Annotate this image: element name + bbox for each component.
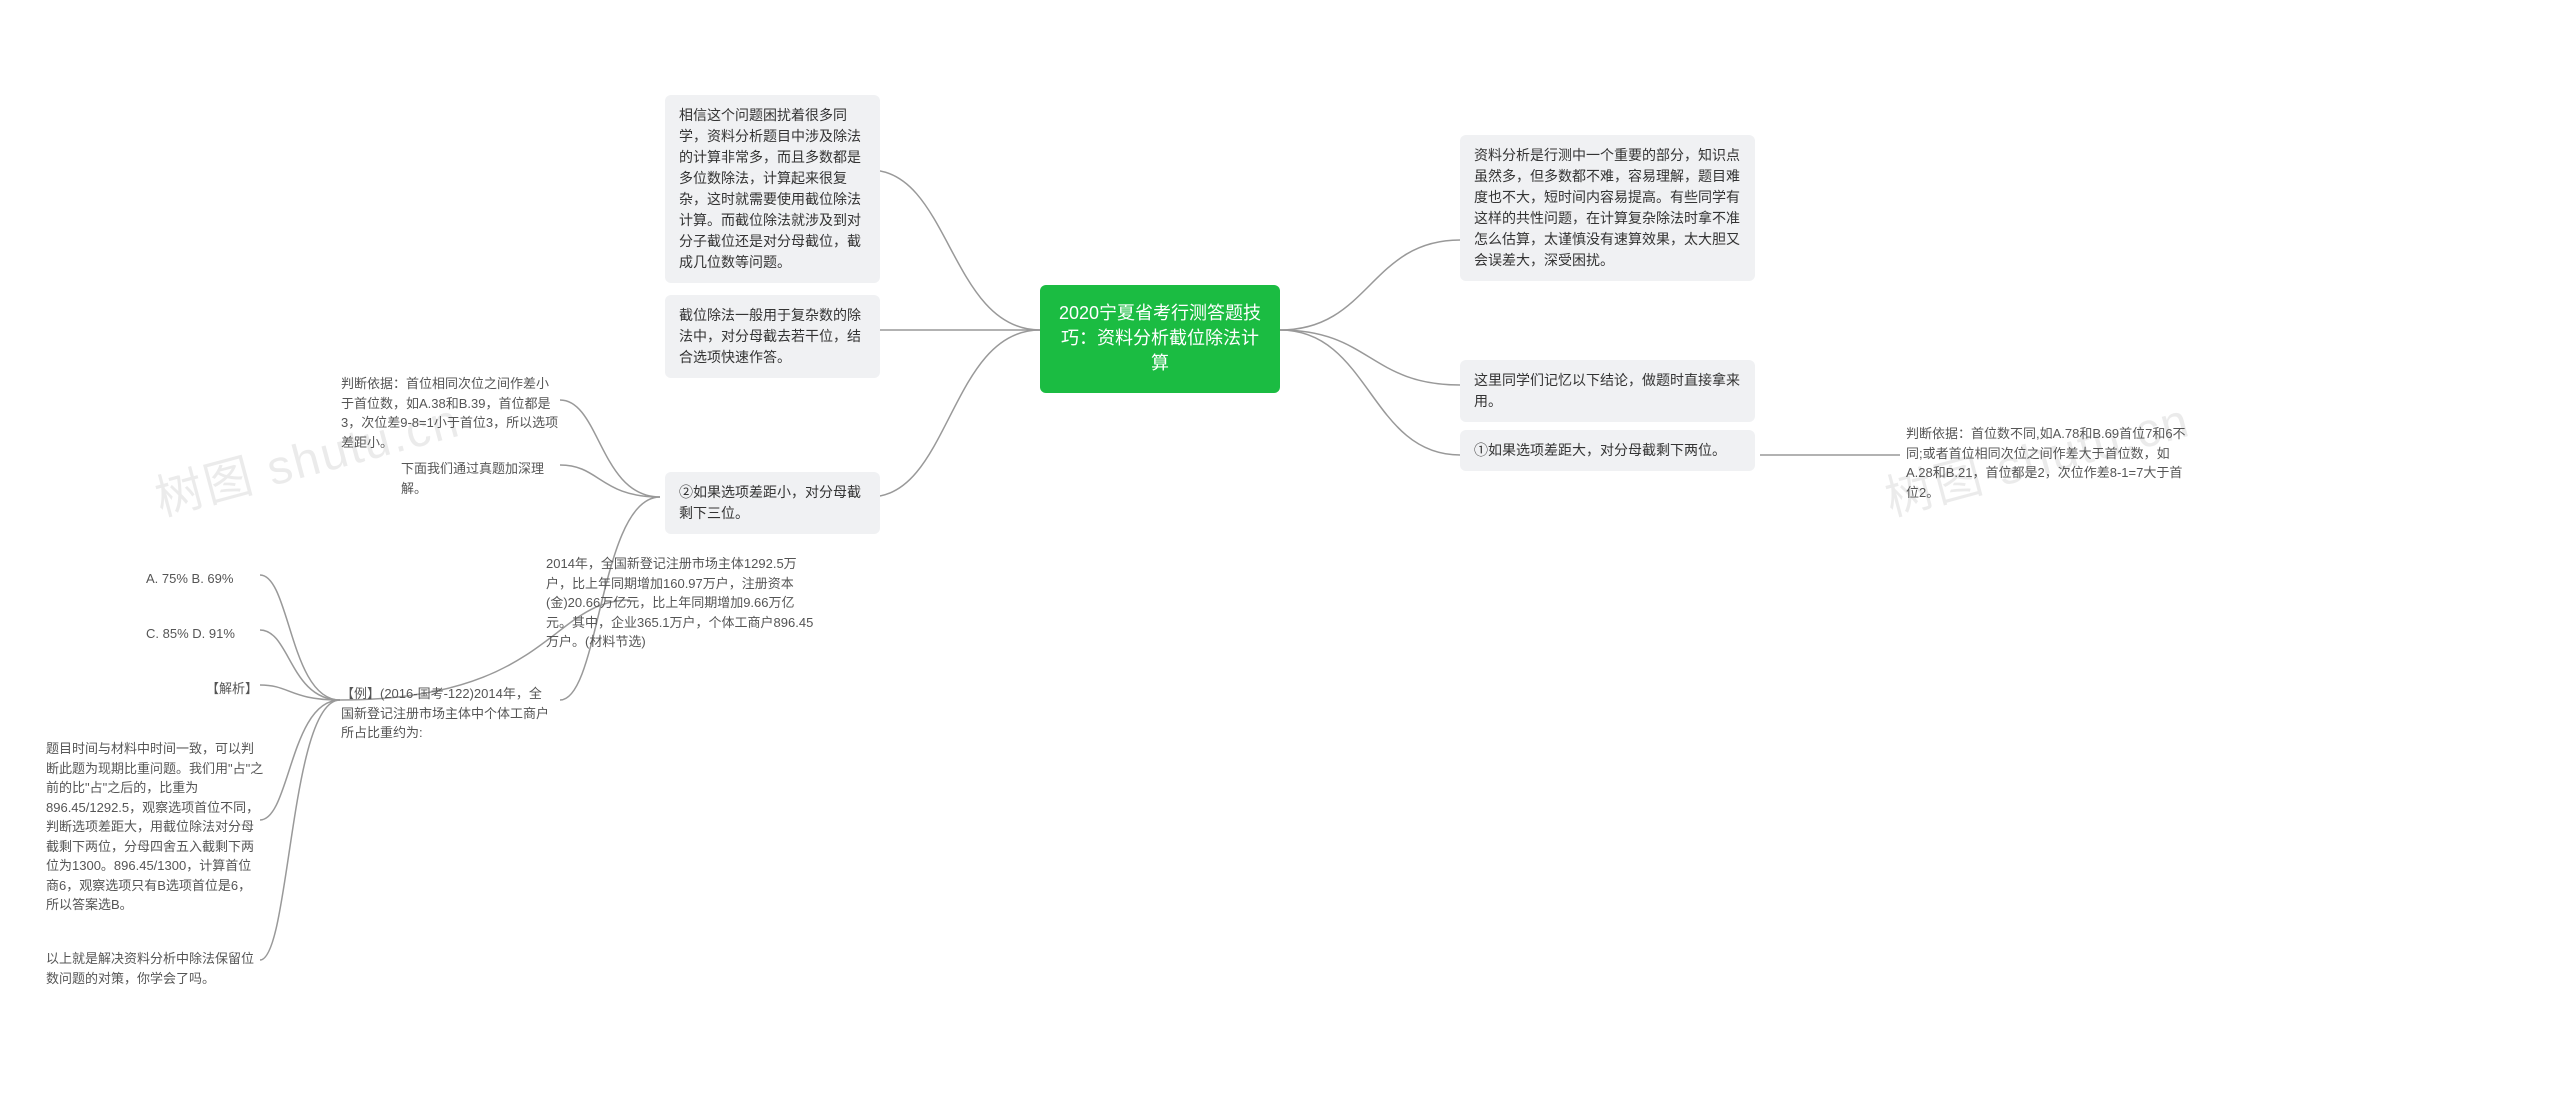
right-node-2: 这里同学们记忆以下结论，做题时直接拿来用。 [1460,360,1755,422]
conclusion-text: 以上就是解决资料分析中除法保留位数问题的对策，你学会了吗。 [40,945,270,992]
left-node-2: 截位除法一般用于复杂数的除法中，对分母截去若干位，结合选项快速作答。 [665,295,880,378]
right-node-3: ①如果选项差距大，对分母截剩下两位。 [1460,430,1755,471]
left-node-3: ②如果选项差距小，对分母截剩下三位。 [665,472,880,534]
left-node-3a: 判断依据：首位相同次位之间作差小于首位数，如A.38和B.39，首位都是3，次位… [335,370,565,456]
option-ab: A. 75% B. 69% [140,565,270,593]
left-node-3c: 【例】(2016-国考-122)2014年，全国新登记注册市场主体中个体工商户所… [335,680,560,747]
left-node-3b: 下面我们通过真题加深理解。 [395,455,565,502]
option-cd: C. 85% D. 91% [140,620,270,648]
right-node-1: 资料分析是行测中一个重要的部分，知识点虽然多，但多数都不难，容易理解，题目难度也… [1460,135,1755,281]
analysis-text: 题目时间与材料中时间一致，可以判断此题为现期比重问题。我们用"占"之前的比"占"… [40,735,270,919]
left-node-3c-material: 2014年，全国新登记注册市场主体1292.5万户，比上年同期增加160.97万… [540,550,825,656]
center-node: 2020宁夏省考行测答题技巧：资料分析截位除法计算 [1040,285,1280,393]
connector-lines [0,0,2560,1113]
left-node-1: 相信这个问题困扰着很多同学，资料分析题目中涉及除法的计算非常多，而且多数都是多位… [665,95,880,283]
analysis-label: 【解析】 [200,675,270,703]
right-node-3-detail: 判断依据：首位数不同,如A.78和B.69首位7和6不同;或者首位相同次位之间作… [1900,420,2200,506]
